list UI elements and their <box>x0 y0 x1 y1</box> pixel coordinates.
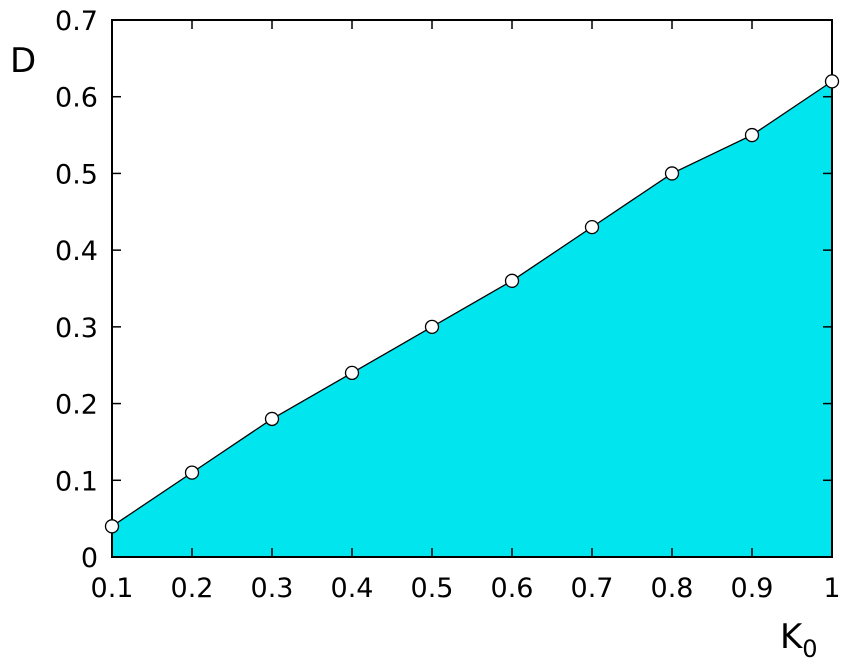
x-axis-label: K0 <box>780 617 818 658</box>
x-tick-label: 0.2 <box>171 573 214 604</box>
y-tick-label: 0.4 <box>55 236 98 267</box>
series-line-layer <box>111 80 833 527</box>
y-tick-label: 0.5 <box>55 159 98 190</box>
x-tick-label: 0.4 <box>331 573 374 604</box>
plot-frame-layer <box>111 19 833 558</box>
data-point <box>424 319 440 335</box>
data-point <box>584 219 600 235</box>
x-tick-label: 0.7 <box>571 573 614 604</box>
data-point <box>504 273 520 288</box>
x-axis-label-main: K <box>780 617 804 657</box>
area-fill <box>112 81 832 557</box>
data-point <box>664 166 680 181</box>
filled-area-layer <box>112 81 832 557</box>
data-point <box>824 74 840 89</box>
y-tick-label: 0.1 <box>55 466 98 497</box>
x-tick-label: 1 <box>823 573 840 604</box>
y-tick-label: 0 <box>81 543 98 574</box>
data-point <box>744 127 760 143</box>
x-tick-label: 0.9 <box>731 573 774 604</box>
y-tick-label: 0.7 <box>55 6 98 37</box>
x-axis-label-subscript: 0 <box>802 635 817 658</box>
x-tick-label: 0.5 <box>411 573 454 604</box>
y-axis-label: D <box>10 41 36 81</box>
plot-frame <box>111 19 833 558</box>
x-tick-label: 0.3 <box>251 573 294 604</box>
data-point <box>264 411 280 427</box>
tick-layer: 0.1 0.2 0.3 0.4 0.5 0.6 0.7 0.8 0.9 100.10.20.30.… <box>55 6 841 604</box>
data-point <box>104 519 120 534</box>
x-tick-label: 0.8 <box>651 573 694 604</box>
data-point <box>184 465 200 480</box>
y-tick-label: 0.2 <box>55 390 98 421</box>
y-tick-label: 0.6 <box>55 83 98 114</box>
x-tick-label: 0.6 <box>491 573 534 604</box>
axis-label-layer: D K0 <box>10 41 818 658</box>
data-point <box>344 365 360 381</box>
y-tick-label: 0.3 <box>55 313 98 344</box>
series-line <box>111 80 833 527</box>
marker-layer <box>104 74 840 534</box>
x-tick-label: 0.1 <box>91 573 134 604</box>
